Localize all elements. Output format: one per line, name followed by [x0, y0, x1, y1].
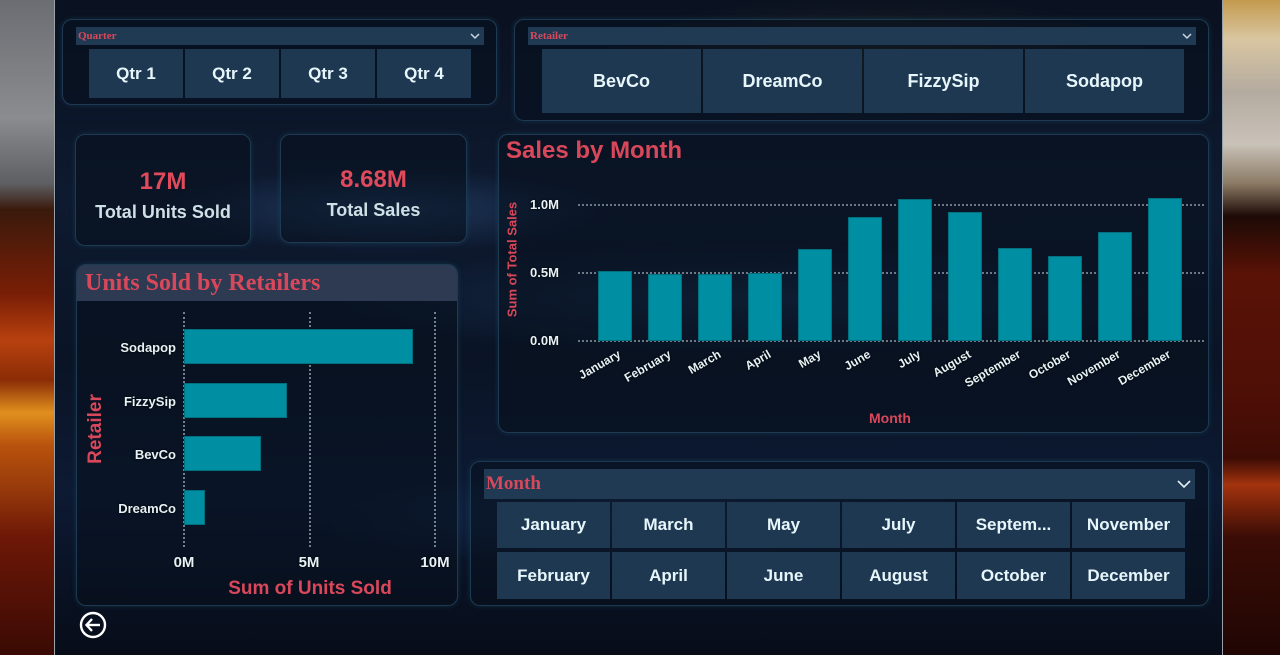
- month-option-october[interactable]: October: [957, 552, 1070, 599]
- units-cat-dreamco: DreamCo: [118, 501, 176, 516]
- units-cat-sodapop: Sodapop: [120, 340, 176, 355]
- sales-bar-june[interactable]: [848, 217, 882, 341]
- quarter-option-qtr2[interactable]: Qtr 2: [185, 49, 279, 98]
- kpi-total-sales-card: 8.68M Total Sales: [280, 134, 467, 243]
- units-bar-dreamco[interactable]: [184, 490, 205, 525]
- kpi-total-units-card: 17M Total Units Sold: [75, 134, 251, 246]
- quarter-option-qtr1[interactable]: Qtr 1: [89, 49, 183, 98]
- sales-chart-xlabel: Month: [869, 410, 911, 426]
- retailer-slicer-header[interactable]: Retailer: [528, 27, 1196, 45]
- month-option-february[interactable]: February: [497, 552, 610, 599]
- month-option-september[interactable]: Septem...: [957, 502, 1070, 548]
- kpi-total-sales-value: 8.68M: [340, 166, 407, 193]
- retailer-option-dreamco[interactable]: DreamCo: [703, 49, 862, 113]
- units-grid-10: [434, 312, 436, 547]
- sales-bar-november[interactable]: [1098, 232, 1132, 341]
- sales-bar-july[interactable]: [898, 199, 932, 341]
- month-option-march[interactable]: March: [612, 502, 725, 548]
- sales-chart-ylabel: Sum of Total Sales: [504, 201, 520, 318]
- sales-chart-title: Sales by Month: [506, 137, 683, 164]
- month-option-july[interactable]: July: [842, 502, 955, 548]
- background-image-right: [1222, 0, 1280, 655]
- kpi-total-units-label: Total Units Sold: [95, 202, 231, 222]
- sales-tick-05m: 0.5M: [530, 265, 559, 280]
- month-slicer-header[interactable]: Month: [484, 469, 1195, 499]
- month-option-december[interactable]: December: [1072, 552, 1185, 599]
- sales-tick-0m: 0.0M: [530, 333, 559, 348]
- month-option-august[interactable]: August: [842, 552, 955, 599]
- quarter-slicer: Quarter Qtr 1 Qtr 2 Qtr 3 Qtr 4: [62, 19, 497, 105]
- retailer-option-fizzysip[interactable]: FizzySip: [864, 49, 1023, 113]
- chevron-down-icon[interactable]: [1182, 32, 1192, 40]
- kpi-total-sales-label: Total Sales: [326, 200, 421, 220]
- units-chart-title-bar: Units Sold by Retailers: [77, 265, 457, 301]
- units-grid-5: [309, 312, 311, 547]
- sales-bar-september[interactable]: [998, 248, 1032, 341]
- sales-bar-april[interactable]: [748, 273, 782, 341]
- retailer-slicer-title: Retailer: [530, 30, 568, 42]
- sales-bar-january[interactable]: [598, 271, 632, 341]
- month-slicer-title: Month: [486, 473, 541, 494]
- sales-grid-0m: [578, 340, 1204, 342]
- month-option-may[interactable]: May: [727, 502, 840, 548]
- retailer-option-bevco[interactable]: BevCo: [542, 49, 701, 113]
- units-grid-0: [183, 312, 185, 547]
- sales-bar-february[interactable]: [648, 274, 682, 341]
- units-cat-bevco: BevCo: [134, 447, 176, 462]
- month-option-april[interactable]: April: [612, 552, 725, 599]
- month-option-november[interactable]: November: [1072, 502, 1185, 548]
- chevron-down-icon[interactable]: [1177, 479, 1191, 489]
- units-cat-fizzysip: FizzySip: [123, 394, 176, 409]
- back-button[interactable]: [79, 611, 107, 639]
- background-image-left: [0, 0, 55, 655]
- month-option-january[interactable]: January: [497, 502, 610, 548]
- sales-bar-december[interactable]: [1148, 198, 1182, 341]
- sales-bar-may[interactable]: [798, 249, 832, 341]
- quarter-slicer-header[interactable]: Quarter: [76, 27, 484, 45]
- units-by-retailer-chart: Units Sold by Retailers: [76, 264, 458, 606]
- units-tick-10m: 10M: [420, 554, 450, 571]
- sales-tick-1m: 1.0M: [530, 197, 559, 212]
- month-option-june[interactable]: June: [727, 552, 840, 599]
- sales-grid-1m: [578, 204, 1204, 206]
- sales-grid-05m: [578, 272, 1204, 274]
- units-bar-sodapop[interactable]: [184, 329, 413, 364]
- quarter-slicer-title: Quarter: [78, 30, 117, 42]
- month-slicer: Month January March May July Septem... N…: [470, 461, 1209, 606]
- units-chart-title: Units Sold by Retailers: [85, 269, 321, 296]
- units-tick-0m: 0M: [173, 554, 195, 571]
- units-bar-bevco[interactable]: [184, 436, 261, 471]
- retailer-slicer: Retailer BevCo DreamCo FizzySip Sodapop: [514, 19, 1209, 121]
- sales-bar-october[interactable]: [1048, 256, 1082, 341]
- quarter-option-qtr3[interactable]: Qtr 3: [281, 49, 375, 98]
- sales-bar-march[interactable]: [698, 274, 732, 341]
- units-chart-xlabel: Sum of Units Sold: [228, 578, 392, 599]
- sales-bar-august[interactable]: [948, 212, 982, 341]
- kpi-total-units-value: 17M: [139, 168, 187, 195]
- units-tick-5m: 5M: [298, 554, 320, 571]
- retailer-option-sodapop[interactable]: Sodapop: [1025, 49, 1184, 113]
- chevron-down-icon[interactable]: [470, 32, 480, 40]
- quarter-option-qtr4[interactable]: Qtr 4: [377, 49, 471, 98]
- units-bar-fizzysip[interactable]: [184, 383, 287, 418]
- back-arrow-circle-icon: [79, 611, 107, 639]
